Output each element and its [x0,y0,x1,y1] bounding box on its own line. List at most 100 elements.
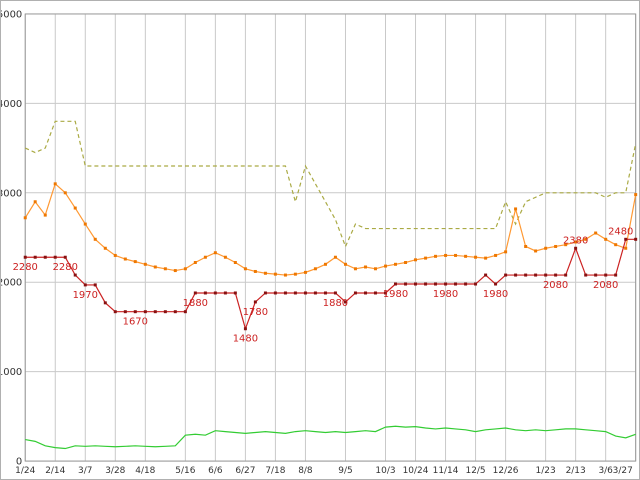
x-axis-tick-label: 9/5 [338,466,352,476]
price-annotation: 2480 [608,226,633,237]
series-min-price-marker [524,273,528,277]
series-min-price-marker [63,255,67,259]
series-min-price-marker [53,255,57,259]
series-min-price-marker [163,310,167,314]
series-avg-price-marker [624,246,628,250]
x-axis-tick-label: 7/18 [265,466,285,476]
series-min-price-marker [183,310,187,314]
series-avg-price-marker [524,244,528,248]
x-axis-tick-label: 4/18 [135,466,155,476]
x-axis-tick-label: 1/23 [536,466,556,476]
price-annotation: 2280 [13,262,38,273]
series-avg-price-marker [464,254,468,258]
series-avg-price-marker [173,269,177,273]
x-axis-tick-label: 11/14 [433,466,459,476]
series-min-price-marker [574,246,578,250]
series-avg-price-marker [634,193,638,197]
series-avg-price-marker [594,231,598,235]
y-axis-tick-label: 0 [16,457,22,468]
x-axis-tick-label: 6/6 [208,466,223,476]
series-min-price-marker [434,282,438,286]
series-min-price-marker [444,282,448,286]
series-min-price-marker [193,291,197,295]
series-avg-price-marker [283,273,287,277]
series-min-price-marker [113,310,117,314]
series-min-price-marker [233,291,237,295]
price-annotation: 1980 [433,289,458,300]
price-annotation: 1670 [123,317,148,328]
x-axis-tick-label: 10/24 [403,466,429,476]
price-annotation: 1880 [183,298,208,309]
series-min-price-marker [303,291,307,295]
series-min-price-marker [474,282,478,286]
series-min-price-marker [624,237,628,241]
price-annotation: 2280 [53,262,78,273]
series-avg-price-marker [373,267,377,271]
series-min-price-marker [283,291,287,295]
series-min-price-marker [213,291,217,295]
series-avg-price-marker [133,260,137,264]
series-min-price-marker [364,291,368,295]
series-min-price-marker [464,282,468,286]
series-min-price-line [25,238,636,331]
series-min-price-marker [143,310,147,314]
series-min-price-marker [614,273,618,277]
series-min-price-marker [393,282,397,286]
series-avg-price-marker [554,244,558,248]
series-min-price-marker [604,273,608,277]
series-avg-price-marker [504,250,508,254]
series-avg-price-marker [364,265,368,269]
series-avg-price-marker [103,246,107,250]
y-axis-tick-label: 2000 [1,278,22,289]
series-avg-price-marker [474,255,478,259]
plot-border [24,13,637,462]
series-min-price-marker [243,327,247,331]
series-min-price-marker [33,255,37,259]
series-avg-price-marker [163,267,167,271]
series-avg-price-marker [263,271,267,275]
price-annotation: 1780 [243,307,268,318]
x-axis-tick-label: 3/27 [613,466,633,476]
x-axis-tick-label: 5/16 [175,466,195,476]
x-axis-tick-label: 2/14 [45,466,65,476]
y-axis-tick-label: 1000 [1,367,22,378]
x-axis-tick-label: 8/8 [298,466,313,476]
series-avg-price-marker [213,251,217,255]
series-avg-price-marker [83,222,87,226]
series-avg-price-marker [43,213,47,217]
series-avg-price-marker [564,243,568,247]
x-axis-tick-label: 6/27 [235,466,255,476]
series-avg-price-marker [514,207,518,211]
series-min-price-marker [404,282,408,286]
series-min-price-marker [534,273,538,277]
series-min-price-marker [103,301,107,305]
series-min-price-marker [504,273,508,277]
series-min-price-marker [494,282,498,286]
series-avg-price-marker [323,262,327,266]
series-min-price-marker [414,282,417,286]
x-axis-tick-label: 2/13 [566,466,586,476]
price-annotation: 2080 [543,280,568,291]
series-min-price-marker [424,282,428,286]
series-min-price-marker [484,273,488,277]
price-annotation: 1980 [483,289,508,300]
series-avg-price-marker [313,267,317,271]
series-avg-price-marker [574,240,578,244]
price-annotation: 1970 [73,290,98,301]
series-min-price-marker [323,291,327,295]
series-avg-price-marker [604,237,608,241]
series-min-price-marker [594,273,598,277]
series-min-price-marker [554,273,558,277]
series-avg-price-marker [233,261,237,264]
series-min-price-marker [313,291,317,295]
series-avg-price-marker [454,253,458,257]
price-annotation: 1880 [323,298,348,309]
price-annotation: 2380 [563,235,588,246]
price-annotation: 1480 [233,334,258,345]
series-min-price-marker [544,273,548,277]
series-min-price-marker [293,291,297,295]
series-min-price-marker [173,310,177,314]
series-avg-price-marker [243,267,247,271]
series-avg-price-marker [614,243,618,247]
